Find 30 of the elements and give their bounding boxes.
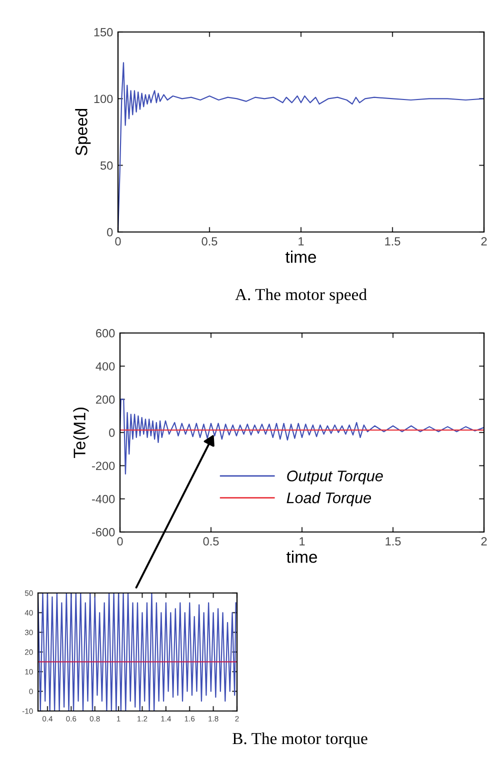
x-tick-label: 0 [117, 537, 123, 546]
x-axis-title: time [286, 250, 316, 263]
x-tick-label: 0 [115, 237, 121, 246]
x-tick-label: 1.5 [386, 537, 401, 546]
y-tick-label: 400 [96, 362, 115, 371]
y-tick-label: 50 [100, 161, 113, 170]
legend-label: Output Torque [287, 470, 383, 484]
x-tick-label: 1 [300, 537, 305, 546]
line-series [38, 593, 236, 711]
legend-label: Load Torque [286, 492, 371, 506]
text: A. The motor speed [235, 288, 367, 304]
x-tick-label: 2 [481, 537, 487, 546]
x-tick-label: 0.5 [203, 537, 219, 546]
y-tick-label: 150 [94, 28, 113, 36]
y-tick-label: 0 [109, 428, 115, 437]
y-tick-label: 0 [107, 228, 113, 236]
x-tick-label: 0.5 [202, 237, 218, 246]
y-axis-title: Speed [75, 108, 91, 156]
text: B. The motor torque [232, 732, 368, 748]
x-tick-label: 2 [481, 237, 487, 246]
y-tick-label: 100 [94, 94, 113, 104]
y-tick-label: -400 [92, 494, 115, 504]
x-tick-label: 1 [298, 237, 304, 246]
y-tick-label: -600 [92, 528, 115, 536]
y-tick-label: 600 [96, 329, 115, 338]
y-tick-label: 200 [96, 395, 115, 404]
x-tick-label: 1.5 [385, 237, 400, 246]
y-axis-title: Te(M1) [73, 408, 89, 458]
y-tick-label: -200 [92, 462, 115, 470]
x-axis-title: time [286, 550, 318, 563]
